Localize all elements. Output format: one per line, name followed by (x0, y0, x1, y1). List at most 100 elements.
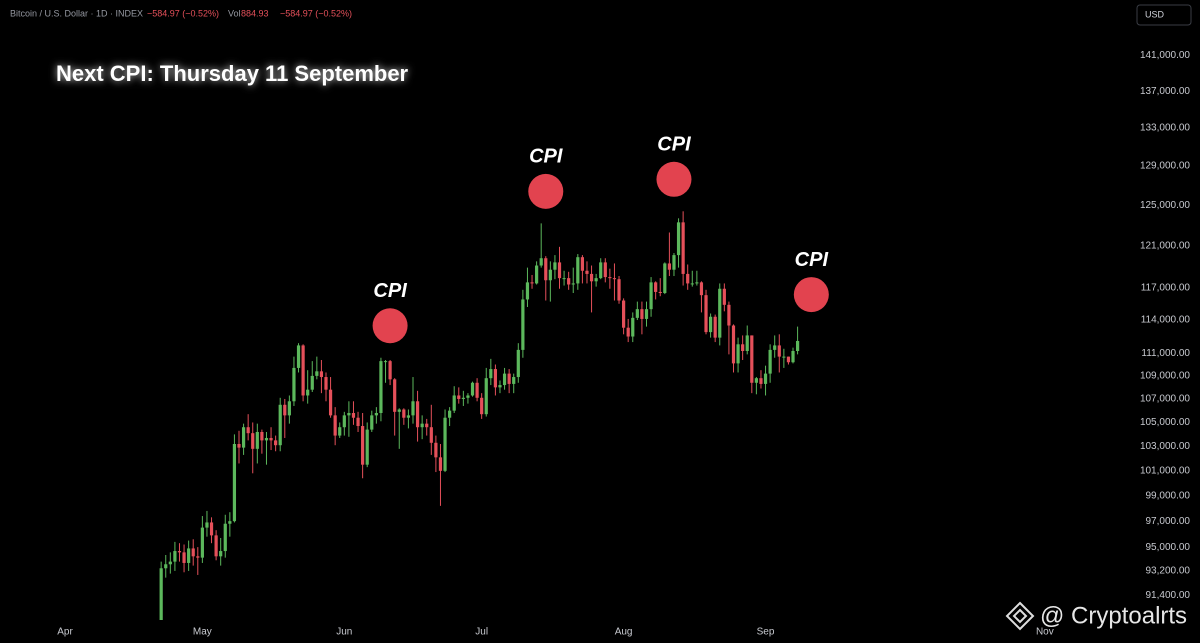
candle-body (516, 349, 520, 378)
candle-body (750, 335, 754, 383)
x-tick-label: Jun (336, 627, 352, 638)
candle-body (603, 262, 607, 278)
candle-body (310, 375, 314, 390)
candle-body (457, 395, 461, 399)
candle-body (580, 257, 585, 271)
candle-body (187, 548, 191, 563)
candle-body (383, 361, 388, 363)
candle-body (548, 269, 552, 281)
candle-body (402, 409, 406, 418)
y-tick-label: 137,000.00 (1140, 86, 1190, 97)
cpi-label: CPI (795, 249, 829, 271)
volume: 884.93 (241, 8, 269, 18)
candle-body (438, 457, 443, 471)
change: −584.97 (−0.52%) (147, 8, 219, 18)
candle-body (759, 378, 763, 384)
candle-body (768, 349, 772, 374)
watermark-logo (1005, 601, 1035, 631)
candle-body (589, 273, 594, 282)
candle-body (319, 371, 324, 378)
candle-body (489, 369, 493, 379)
candle-body (493, 369, 498, 388)
candle-body (246, 427, 250, 434)
candle-body (704, 295, 708, 333)
x-tick-label: Nov (1036, 627, 1054, 638)
candle-body (168, 561, 172, 565)
y-tick-label: 107,000.00 (1140, 394, 1190, 405)
candle-body (200, 527, 204, 558)
candle-body (278, 404, 282, 446)
symbol: Bitcoin / U.S. Dollar · 1D · INDEX (10, 8, 143, 18)
candle-body (292, 367, 296, 402)
candle-body (718, 288, 722, 338)
candle-body (159, 568, 163, 620)
candle-body (535, 265, 539, 284)
candle-body (635, 309, 639, 318)
y-tick-label: 93,200.00 (1146, 566, 1191, 577)
candle-body (782, 356, 786, 358)
candle-body (736, 344, 740, 364)
candle-body (525, 282, 530, 300)
candle-body (251, 433, 255, 449)
currency[interactable]: USD (1145, 9, 1165, 19)
y-tick-label: 95,000.00 (1146, 542, 1191, 553)
candle-body (617, 279, 621, 301)
candle-body (658, 291, 662, 294)
y-tick-label: 129,000.00 (1140, 161, 1190, 172)
plot-area (159, 211, 800, 620)
candle-body (786, 356, 791, 363)
candle-body (713, 316, 717, 338)
candle-body (791, 351, 795, 363)
candle-body (795, 340, 800, 352)
x-tick-label: Sep (757, 627, 775, 638)
candle-body (452, 395, 456, 411)
y-tick-label: 105,000.00 (1140, 417, 1190, 428)
candle-body (219, 551, 223, 557)
candle-body (209, 522, 214, 536)
candle-body (232, 443, 237, 522)
candle-body (686, 273, 690, 284)
candle-body (347, 413, 351, 416)
y-tick-label: 121,000.00 (1140, 240, 1190, 251)
candle-body (260, 431, 264, 441)
candle-body (429, 427, 433, 443)
currency-button[interactable] (1136, 4, 1192, 26)
x-tick-label: May (193, 627, 212, 638)
candle-body (214, 535, 218, 557)
candle-body (754, 378, 758, 383)
candle-body (420, 423, 424, 428)
candle-body (708, 316, 713, 333)
candle-body (622, 300, 626, 328)
candle-body (301, 345, 305, 396)
candle-body (667, 263, 671, 270)
candle-body (241, 427, 246, 448)
y-tick-label: 111,000.00 (1141, 348, 1190, 359)
cpi-label: CPI (529, 146, 563, 168)
candle-body (722, 288, 726, 305)
x-tick-label: Apr (57, 627, 73, 638)
candle-body (727, 304, 731, 326)
candle-body (223, 523, 227, 552)
candle-body (741, 344, 745, 352)
cpi-label: CPI (657, 134, 691, 156)
candle-body (379, 361, 383, 414)
candle-body (461, 397, 465, 399)
candle-body (388, 361, 392, 380)
candle-body (443, 417, 447, 471)
annotation: Next CPI: Thursday 11 September (56, 61, 409, 86)
candle-body (228, 521, 232, 524)
candle-body (773, 345, 777, 350)
candle-body (237, 443, 241, 448)
candle-body (324, 377, 328, 390)
candle-body (521, 299, 525, 350)
candle-body (626, 327, 630, 337)
candle-body (182, 552, 186, 563)
candle-body (338, 427, 342, 436)
candle-body (406, 415, 411, 418)
candle-body (649, 282, 653, 310)
candle-body (306, 389, 310, 396)
candle-body (745, 335, 749, 352)
candle-body (177, 551, 182, 553)
candle-body (342, 415, 346, 428)
candle-body (640, 309, 644, 319)
